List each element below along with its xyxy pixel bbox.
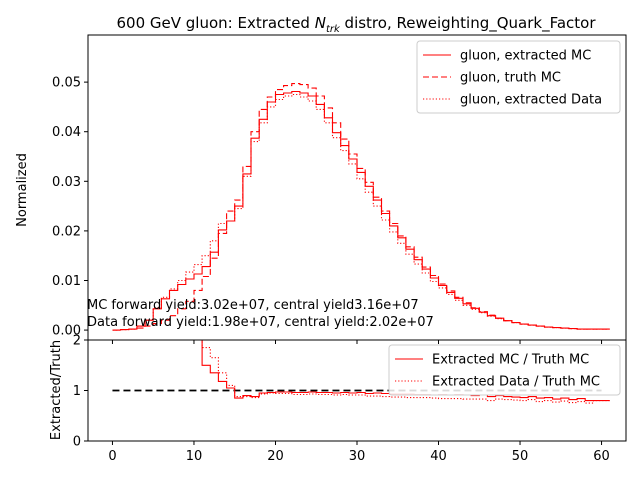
main-series-line-3 [112, 93, 610, 331]
main-y-tick-label: 0.01 [52, 274, 81, 289]
main-series-line-1 [112, 90, 610, 331]
ratio-y-tick-label: 1 [73, 384, 81, 399]
mc-yield-annotation: MC forward yield:3.02e+07, central yield… [87, 298, 419, 313]
main-legend-box [416, 40, 621, 114]
main-y-tick-label: 0.00 [52, 324, 81, 339]
main-y-axis-label: Normalized [15, 153, 30, 227]
ratio-panel: 0 1 2 0 10 20 30 40 50 60 Extracted/Truth Extrac… [49, 334, 627, 464]
main-y-tick-label: 0.05 [52, 76, 81, 91]
ratio-x-tick-label: 10 [186, 449, 203, 464]
data-yield-annotation: Data forward yield:1.98e+07, central yie… [87, 315, 434, 330]
main-y-tick-label: 0.03 [52, 175, 81, 190]
ratio-y-axis: 0 1 2 [73, 334, 88, 450]
chart-title: 600 GeV gluon: Extracted Ntrk distro, Re… [116, 14, 596, 35]
ratio-x-tick-label: 50 [512, 449, 529, 464]
ratio-legend-label: Extracted MC / Truth MC [432, 353, 589, 368]
ratio-legend-label: Extracted Data / Truth MC [432, 375, 600, 390]
main-legend-label: gluon, truth MC [460, 71, 561, 86]
main-x-ticks [111, 340, 603, 344]
main-y-tick-label: 0.04 [52, 125, 81, 140]
ratio-legend-box [388, 344, 621, 396]
ratio-x-axis: 0 10 20 30 40 50 60 [108, 441, 610, 464]
ratio-x-tick-label: 60 [593, 449, 610, 464]
ratio-x-tick-label: 0 [108, 449, 116, 464]
ratio-series-line-2 [194, 339, 610, 404]
main-legend-label: gluon, extracted Data [460, 93, 602, 108]
ratio-legend: Extracted MC / Truth MC Extracted Data / … [388, 344, 621, 396]
ratio-y-tick-label: 0 [73, 435, 81, 450]
main-legend-label: gluon, extracted MC [460, 49, 591, 64]
main-y-tick-label: 0.02 [52, 224, 81, 239]
main-distribution-panel: 0.00 0.01 0.02 0.03 0.04 0.05 Normalized MC f… [15, 34, 627, 344]
main-series-group [112, 83, 610, 331]
ratio-x-tick-label: 30 [349, 449, 366, 464]
main-legend: gluon, extracted MC gluon, truth MC gluon,… [416, 40, 621, 114]
ratio-y-axis-label: Extracted/Truth [49, 340, 64, 440]
ratio-x-tick-label: 40 [430, 449, 447, 464]
main-series-line-2 [112, 83, 610, 331]
main-y-axis: 0.00 0.01 0.02 0.03 0.04 0.05 [52, 76, 88, 339]
ratio-y-tick-label: 2 [73, 334, 81, 349]
ratio-x-tick-label: 20 [267, 449, 284, 464]
